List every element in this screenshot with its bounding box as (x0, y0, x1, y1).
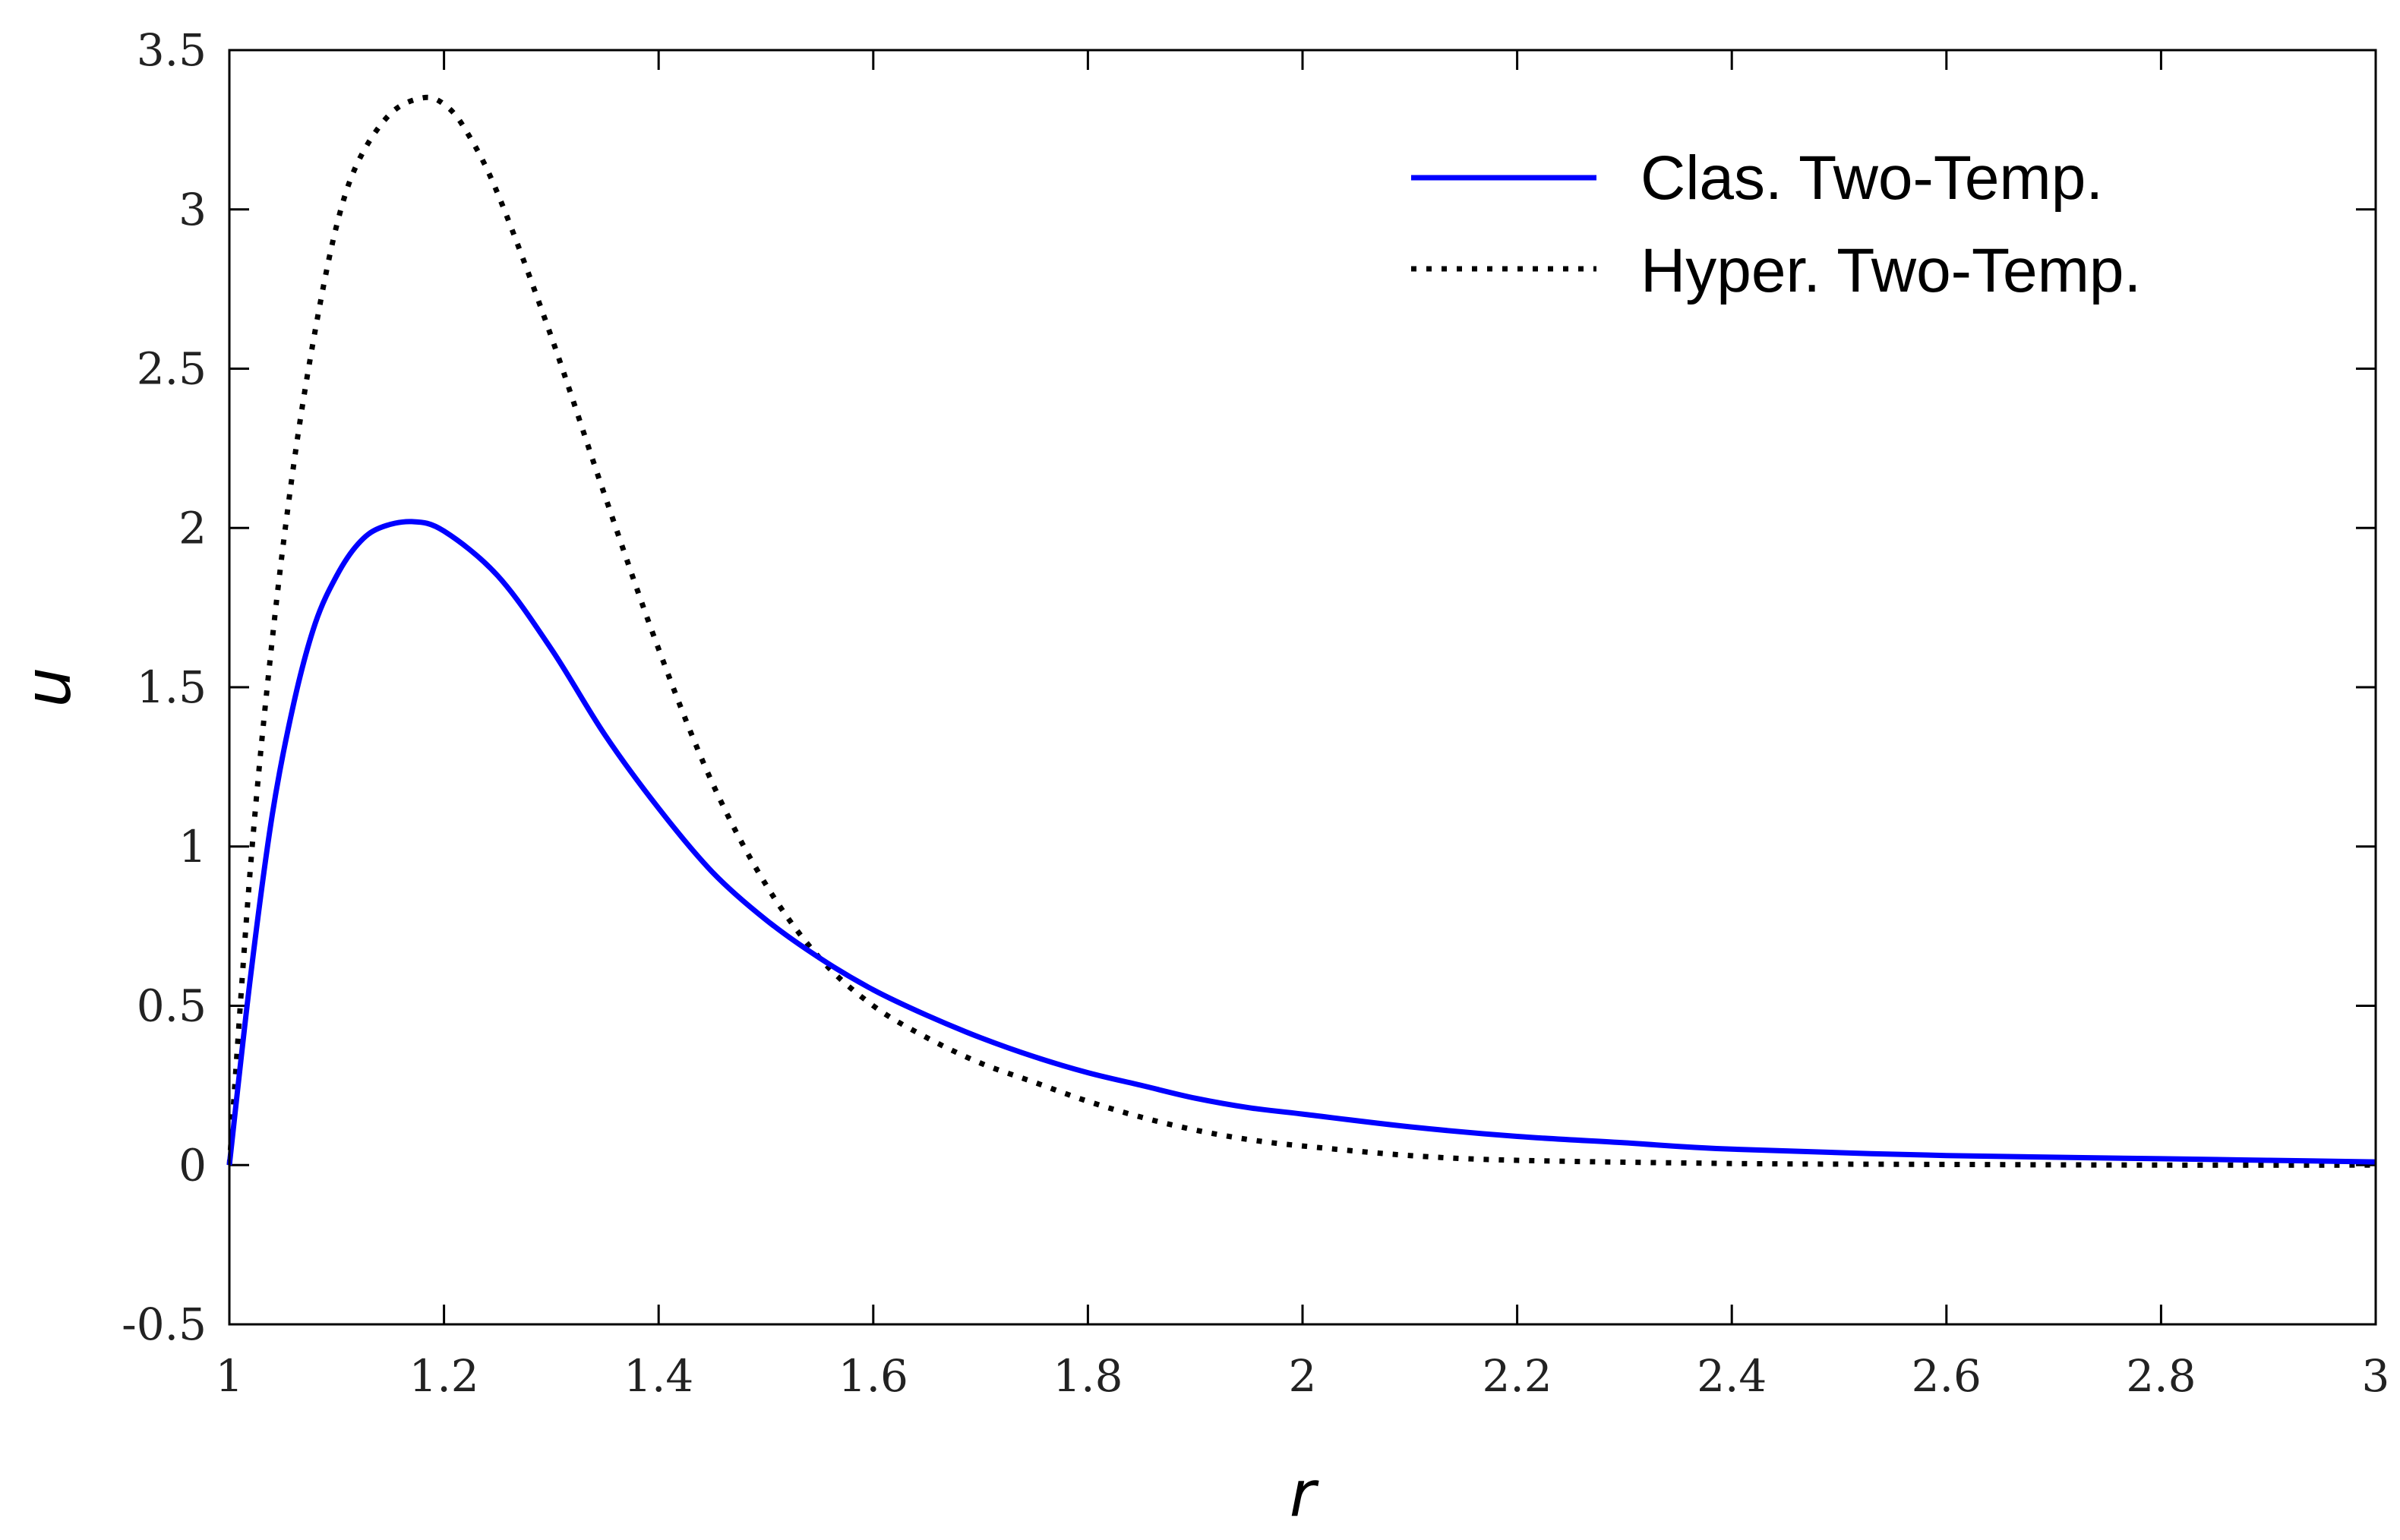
x-tick-label: 2.2 (1482, 1350, 1552, 1402)
y-tick-label: 2.5 (137, 343, 207, 395)
series-lines (226, 94, 2376, 1168)
y-axis-label: u (11, 667, 85, 707)
legend-label-hyper: Hyper. Two-Temp. (1641, 236, 2141, 305)
series-line-hyper (226, 94, 2376, 1168)
y-tick-label: 1.5 (137, 661, 207, 713)
legend-label-clas: Clas. Two-Temp. (1641, 144, 2103, 213)
y-tick-label: 0.5 (137, 980, 207, 1032)
x-tick-label: 1.6 (838, 1350, 908, 1402)
y-tick-labels: -0.5 0 0.5 1 1.5 2 2.5 3 3.5 (122, 24, 207, 1350)
y-tick-label: -0.5 (122, 1299, 207, 1350)
x-tick-labels: 1 1.2 1.4 1.6 1.8 2 2.2 2.4 2.6 2.8 3 (216, 1350, 2390, 1402)
x-tick-label: 2.4 (1697, 1350, 1767, 1402)
legend: Clas. Two-Temp. Hyper. Two-Temp. (1411, 144, 2141, 305)
x-tick-label: 1.8 (1053, 1350, 1123, 1402)
x-tick-label: 2.8 (2126, 1350, 2196, 1402)
x-tick-label: 2.6 (1912, 1350, 1982, 1402)
x-axis-label: r (1290, 1456, 1319, 1531)
series-line-clas (226, 519, 2376, 1166)
y-tick-label: 1 (178, 821, 207, 873)
x-tick-label: 1.4 (624, 1350, 693, 1402)
y-tick-label: 3 (178, 184, 207, 235)
plot-frame (228, 49, 2377, 1326)
x-tick-label: 3 (2362, 1350, 2390, 1402)
y-tick-label: 3.5 (137, 24, 207, 76)
y-tick-label: 2 (178, 502, 207, 554)
x-tick-label: 1 (216, 1350, 244, 1402)
x-tick-label: 2 (1289, 1350, 1317, 1402)
y-tick-label: 0 (178, 1139, 207, 1191)
x-tick-label: 1.2 (409, 1350, 478, 1402)
